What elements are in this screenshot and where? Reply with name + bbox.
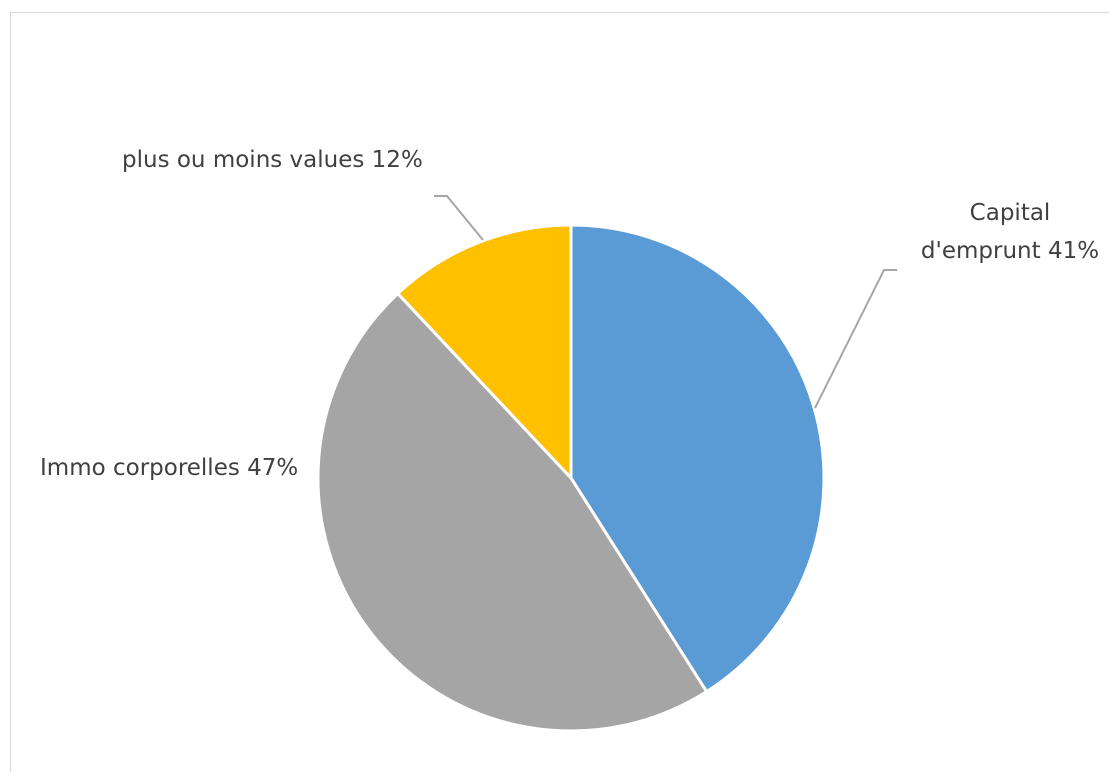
labels-layer: Capital d'emprunt 41% Immo corporelles 47%… xyxy=(40,147,1099,481)
data-label-capital-d-emprunt: Capital d'emprunt 41% xyxy=(921,200,1099,264)
data-label-immo-corporelles: Immo corporelles 47% xyxy=(40,455,298,481)
leader-line-capital-d-emprunt xyxy=(814,269,897,409)
data-label-plus-ou-moins-values: plus ou moins values 12% xyxy=(122,147,423,173)
leader-line-plus-ou-moins-values xyxy=(434,195,484,241)
pie-slice-plus-ou-moins-values xyxy=(395,223,573,482)
pie-slice-immo-corporelles xyxy=(316,291,709,733)
leader-lines-layer xyxy=(434,195,897,409)
chart-area xyxy=(10,12,1109,772)
slices-layer xyxy=(316,223,826,733)
